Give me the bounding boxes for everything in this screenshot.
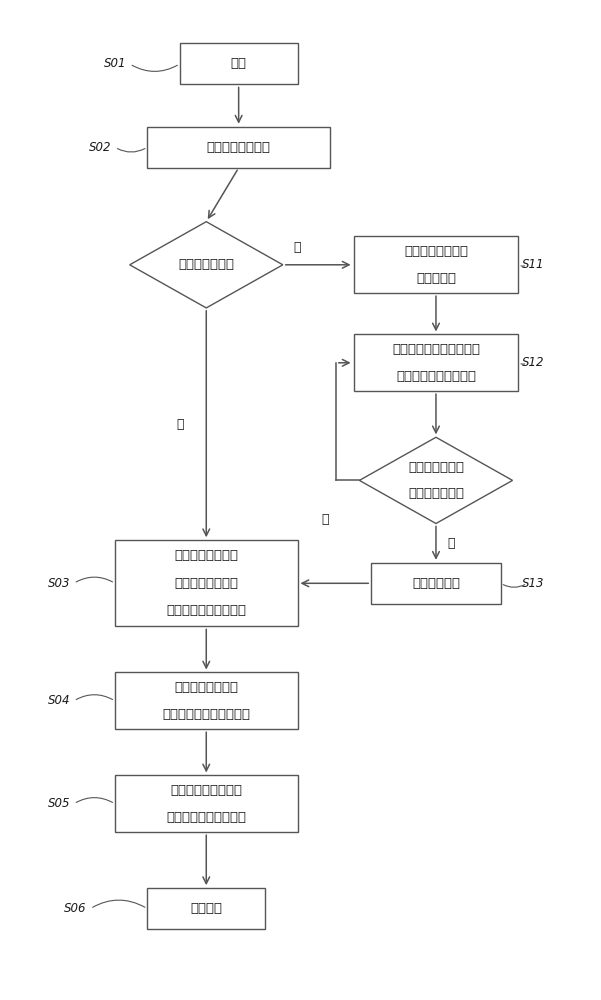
Bar xyxy=(353,236,519,293)
Text: 和起始电压和检测: 和起始电压和检测 xyxy=(174,577,238,590)
Text: 电压是否提升到: 电压是否提升到 xyxy=(408,461,464,474)
Text: S05: S05 xyxy=(47,797,70,810)
Text: 调整装置起始频率: 调整装置起始频率 xyxy=(404,245,468,258)
Text: 的机端频率、电压一致: 的机端频率、电压一致 xyxy=(166,604,246,617)
Polygon shape xyxy=(359,437,513,524)
Text: 和起始电压: 和起始电压 xyxy=(416,272,456,285)
Text: 否: 否 xyxy=(322,513,329,526)
Text: S03: S03 xyxy=(47,577,70,590)
Text: 启动: 启动 xyxy=(231,57,246,70)
Text: 检测当前机端频率: 检测当前机端频率 xyxy=(207,141,270,154)
Bar xyxy=(147,888,265,929)
Text: 率不变，电压逐渐提升: 率不变，电压逐渐提升 xyxy=(396,370,476,383)
Bar xyxy=(115,540,297,626)
Text: 额定容量的一半: 额定容量的一半 xyxy=(408,487,464,500)
Text: S04: S04 xyxy=(47,694,70,707)
Text: 装置开通输出，并保持频: 装置开通输出，并保持频 xyxy=(392,343,480,356)
Text: 调整装置起始频率: 调整装置起始频率 xyxy=(174,549,238,562)
Bar xyxy=(115,775,297,832)
Bar xyxy=(115,672,297,729)
Text: S11: S11 xyxy=(522,258,545,271)
Text: 按照过零点的相位: 按照过零点的相位 xyxy=(174,681,238,694)
Text: S02: S02 xyxy=(89,141,112,154)
Text: S01: S01 xyxy=(104,57,126,70)
Bar xyxy=(180,43,297,84)
Text: S12: S12 xyxy=(522,356,545,369)
Text: 无: 无 xyxy=(294,241,301,254)
Text: 有: 有 xyxy=(176,418,183,431)
Text: 是: 是 xyxy=(447,537,454,550)
Text: 是否有机端频率: 是否有机端频率 xyxy=(178,258,234,271)
Polygon shape xyxy=(130,222,283,308)
Text: 和电压值开始升压升频: 和电压值开始升压升频 xyxy=(166,811,246,824)
Bar xyxy=(147,127,330,168)
Bar xyxy=(371,563,501,604)
Text: 启动完成: 启动完成 xyxy=(191,902,222,915)
Text: 按照用户设定的频率: 按照用户设定的频率 xyxy=(170,784,242,797)
Text: S06: S06 xyxy=(64,902,87,915)
Bar xyxy=(353,334,519,391)
Text: 同时开通三相电压的输出: 同时开通三相电压的输出 xyxy=(162,708,250,721)
Text: S13: S13 xyxy=(522,577,545,590)
Text: 装置封锁输出: 装置封锁输出 xyxy=(412,577,460,590)
